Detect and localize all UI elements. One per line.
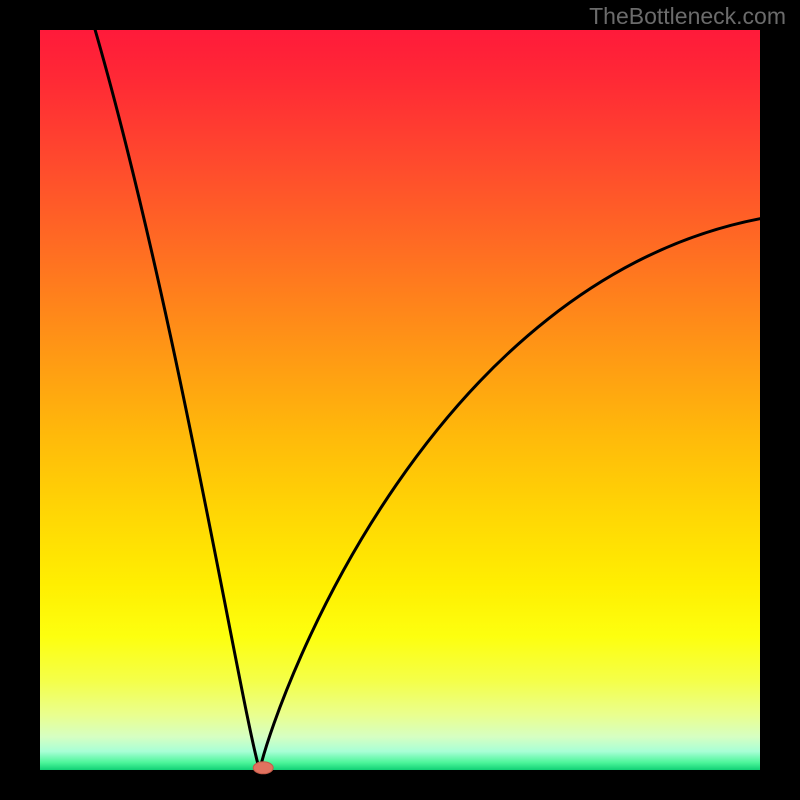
chart-container: TheBottleneck.com xyxy=(0,0,800,800)
bottleneck-chart xyxy=(0,0,800,800)
optimal-point-marker xyxy=(253,762,273,774)
watermark-text: TheBottleneck.com xyxy=(589,3,786,30)
plot-background xyxy=(40,30,760,770)
